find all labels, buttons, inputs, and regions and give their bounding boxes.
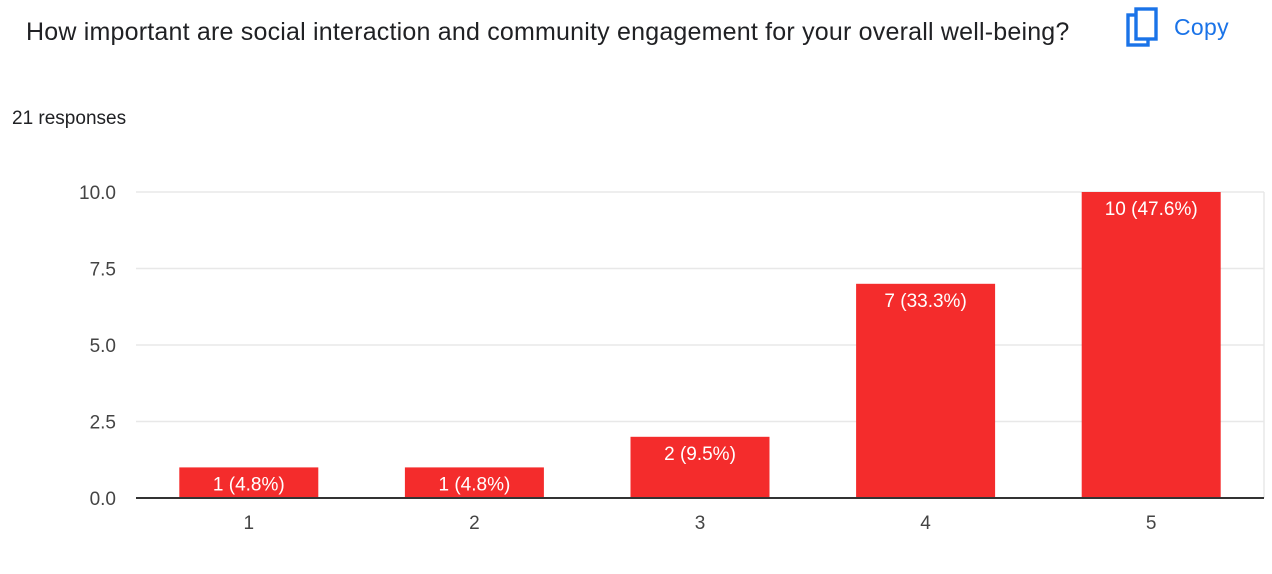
x-tick-label: 5: [1146, 513, 1157, 534]
copy-button[interactable]: Copy: [1118, 4, 1237, 50]
y-tick-label: 10.0: [79, 183, 116, 204]
y-tick-label: 7.5: [90, 260, 116, 281]
data-label: 7 (33.3%): [884, 291, 966, 312]
x-tick-label: 1: [244, 513, 255, 534]
question-title: How important are social interaction and…: [26, 18, 1070, 46]
y-tick-label: 5.0: [90, 336, 116, 357]
bar: [179, 467, 319, 498]
y-tick-label: 0.0: [90, 489, 116, 510]
bar: [1081, 192, 1221, 498]
bar: [404, 467, 544, 498]
x-tick-label: 3: [695, 513, 706, 534]
y-tick-label: 2.5: [90, 413, 116, 434]
data-label: 2 (9.5%): [664, 444, 736, 465]
x-tick-label: 4: [920, 513, 931, 534]
copy-button-label: Copy: [1174, 13, 1229, 40]
data-label: 1 (4.8%): [213, 474, 285, 495]
data-label: 10 (47.6%): [1105, 199, 1198, 220]
x-tick-label: 2: [469, 513, 480, 534]
copy-icon: [1126, 7, 1158, 47]
bar: [856, 283, 996, 498]
data-label: 1 (4.8%): [438, 474, 510, 495]
bar: [630, 436, 770, 498]
response-count: 21 responses: [12, 108, 127, 129]
